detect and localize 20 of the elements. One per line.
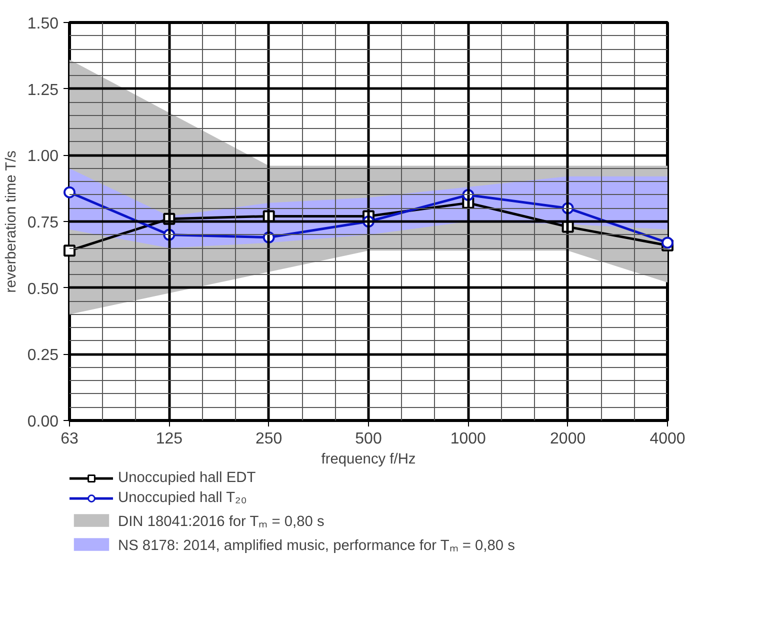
y-tick-label: 0.50 bbox=[27, 280, 59, 298]
x-tick-label: 2000 bbox=[550, 430, 586, 448]
x-tick-label: 63 bbox=[60, 430, 78, 448]
legend-label: Unoccupied hall EDT bbox=[118, 470, 256, 486]
legend-label: Unoccupied hall T₂₀ bbox=[118, 490, 247, 506]
y-tick-label: 1.50 bbox=[27, 16, 59, 32]
x-tick-label: 4000 bbox=[650, 430, 686, 448]
x-tick-label: 500 bbox=[355, 430, 382, 448]
y-tick-label: 0.00 bbox=[27, 414, 59, 430]
legend-label: NS 8178: 2014, amplified music, performance for Tₘ = 0,80 s bbox=[118, 537, 515, 554]
y-tick-label: 0.25 bbox=[27, 347, 59, 364]
x-axis-title: frequency f/Hz bbox=[321, 452, 416, 468]
y-tick-label: 0.75 bbox=[27, 214, 59, 232]
x-tick-label: 250 bbox=[255, 430, 282, 448]
y-tick-label: 1.25 bbox=[27, 82, 59, 99]
x-tick-label: 1000 bbox=[450, 430, 486, 448]
x-tick-label: 125 bbox=[156, 430, 183, 448]
legend-label: DIN 18041:2016 for Tₘ = 0,80 s bbox=[118, 513, 324, 530]
y-axis-title: reverberation time T/s bbox=[3, 150, 20, 293]
y-tick-label: 1.00 bbox=[27, 148, 59, 166]
